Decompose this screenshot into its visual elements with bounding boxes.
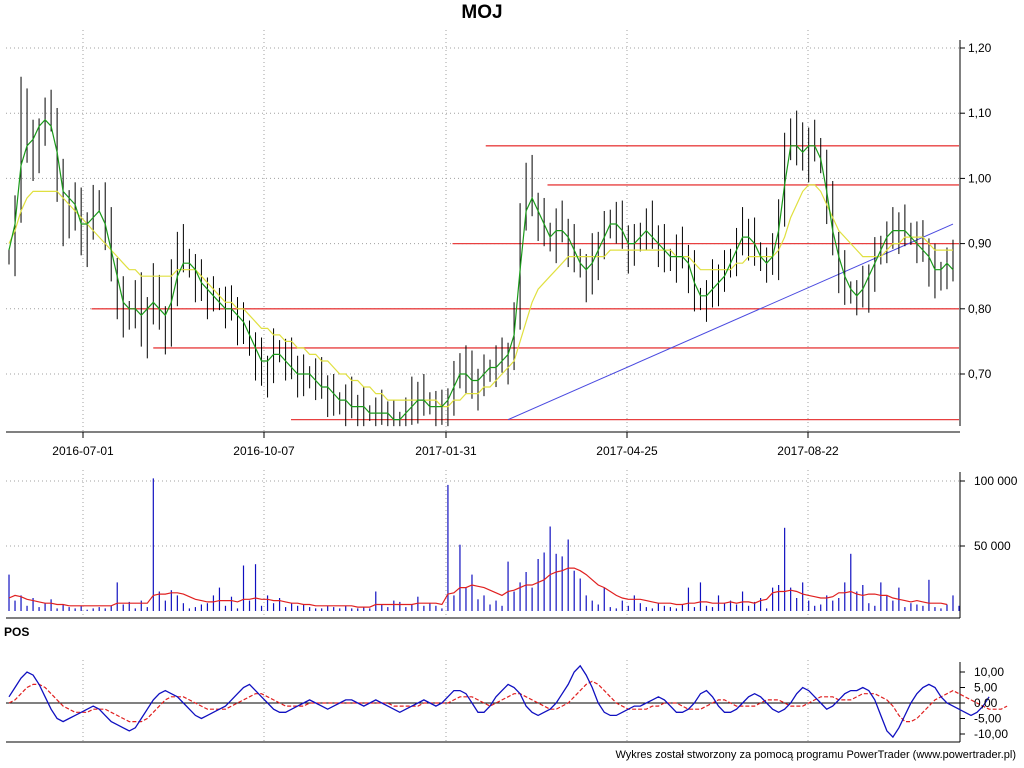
price-y-tick-label: 1,20 xyxy=(968,41,992,55)
price-y-tick-label: 1,10 xyxy=(968,106,992,120)
price-x-tick-label: 2017-04-25 xyxy=(596,444,658,458)
price-y-tick-label: 0,80 xyxy=(968,302,992,316)
price-x-tick-label: 2017-01-31 xyxy=(415,444,477,458)
price-panel xyxy=(6,30,965,438)
oscillator-title: POS xyxy=(4,625,29,639)
footer-credit: Wykres został stworzony za pomocą progra… xyxy=(615,749,1016,761)
volume-y-tick-label: 50 000 xyxy=(974,539,1011,553)
oscillator-y-tick-label: 5,00 xyxy=(974,681,998,695)
pos-line xyxy=(8,664,990,739)
ma-short-line xyxy=(8,118,954,421)
volume-avg-line xyxy=(8,567,948,608)
chart-title: MOJ xyxy=(461,2,503,23)
price-y-tick-label: 0,90 xyxy=(968,237,992,251)
price-x-tick-label: 2016-07-01 xyxy=(52,444,114,458)
volume-y-tick-label: 100 000 xyxy=(974,474,1018,488)
pos-signal-line xyxy=(8,680,1008,723)
oscillator-y-tick-label: 10,00 xyxy=(974,665,1004,679)
price-x-tick-label: 2016-10-07 xyxy=(233,444,295,458)
oscillator-y-tick-label: -5,00 xyxy=(974,712,1002,726)
ma-long-line xyxy=(8,184,953,408)
oscillator-panel xyxy=(6,660,1008,743)
volume-panel xyxy=(6,470,965,619)
price-y-tick-label: 0,70 xyxy=(968,367,992,381)
oscillator-y-tick-label: -10,00 xyxy=(974,727,1008,741)
oscillator-y-tick-label: 0,00 xyxy=(974,696,998,710)
price-y-tick-label: 1,00 xyxy=(968,171,992,185)
price-x-tick-label: 2017-08-22 xyxy=(777,444,839,458)
